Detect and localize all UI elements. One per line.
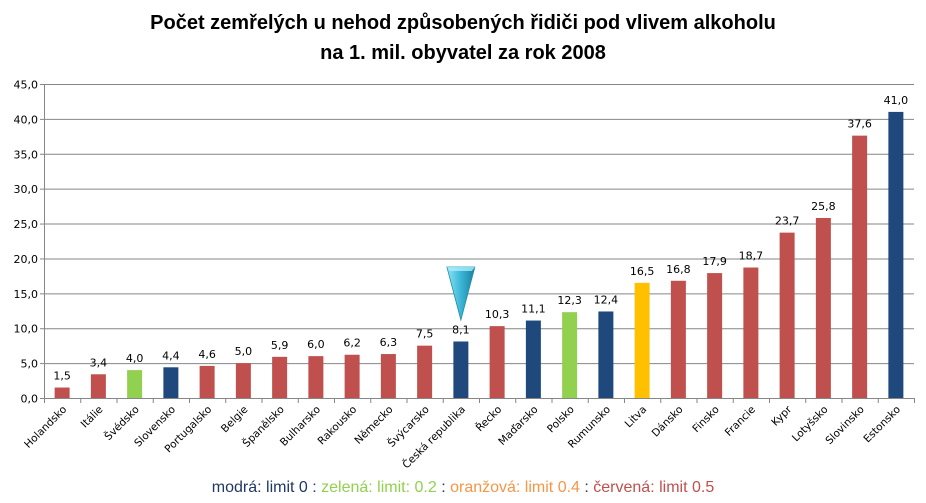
data-label: 1,5 — [53, 370, 71, 383]
y-tick-label: 25,0 — [14, 218, 39, 231]
y-tick-label: 35,0 — [14, 148, 39, 161]
bar-lotyšsko — [815, 217, 831, 398]
data-label: 7,5 — [416, 328, 434, 341]
legend-item: modrá: limit 0 — [211, 479, 308, 496]
x-tick-label: Estonsko — [861, 404, 903, 446]
data-label: 16,8 — [666, 263, 691, 276]
data-label: 4,0 — [126, 352, 144, 365]
bar-kypr — [779, 232, 795, 398]
x-tick-labels: Holandsko ItálieŠvédskoSlovenskoPortugals… — [22, 403, 903, 471]
x-tick-label: Kypr — [769, 403, 794, 428]
highlight-marker-icon — [446, 266, 476, 322]
bar-rakousko — [344, 354, 360, 398]
data-label: 10,3 — [485, 308, 510, 321]
x-tick-label: Řecko — [473, 403, 504, 434]
legend-separator: : — [579, 479, 594, 496]
legend-separator: : — [436, 479, 451, 496]
legend-item: oranžová: limit 0.4 — [450, 479, 580, 496]
bar-slovinsko — [852, 135, 868, 398]
bar-portugalsko — [199, 365, 215, 398]
bar-česká-republika — [453, 341, 469, 398]
bar-bulharsko — [308, 356, 324, 398]
data-label: 12,3 — [557, 294, 582, 307]
bar-řecko — [489, 326, 505, 398]
x-tick-label: Rakousko — [315, 404, 359, 448]
y-tick-label: 15,0 — [14, 288, 39, 301]
y-tick-label: 30,0 — [14, 183, 39, 196]
x-tick-label: Česká republika — [400, 403, 468, 471]
bar-maďarsko — [525, 320, 541, 398]
bar-španělsko — [272, 356, 288, 398]
bar-švýcarsko — [417, 345, 433, 398]
chart-title-line-2: na 1. mil. obyvatel za rok 2008 — [320, 42, 606, 64]
data-labels: 1,5 3,4 4,0 4,4 4,6 5,0 5,9 6,0 6,2 6,3 7,5 8,1 10,3… — [53, 94, 908, 383]
bar-chart: 1,5 3,4 4,0 4,4 4,6 5,0 5,9 6,0 6,2 6,3 7,5 8,1 10,3… — [14, 79, 915, 471]
gridlines — [44, 84, 914, 365]
data-label: 3,4 — [90, 356, 108, 369]
legend-item: zelená: limit: 0.2 — [321, 479, 437, 496]
bar-litva — [634, 282, 650, 398]
axes — [40, 84, 915, 403]
x-tick-label: Itálie — [79, 404, 106, 431]
bars — [54, 111, 904, 399]
x-tick-label: Finsko — [690, 404, 721, 435]
data-label: 37,6 — [847, 118, 872, 131]
data-label: 6,2 — [343, 337, 361, 350]
y-tick-label: 10,0 — [14, 323, 39, 336]
x-tick-label: Litva — [623, 404, 650, 431]
chart-title: Počet zemřelých u nehod způsobených řidi… — [0, 8, 926, 68]
bar-švédsko — [127, 370, 143, 398]
data-label: 12,4 — [594, 293, 619, 306]
data-label: 8,1 — [452, 323, 470, 336]
x-tick-label: Polsko — [545, 404, 577, 436]
chart-title-line-1: Počet zemřelých u nehod způsobených řidi… — [150, 12, 776, 34]
data-label: 11,1 — [521, 303, 546, 316]
bar-německo — [380, 354, 396, 398]
data-label: 4,6 — [198, 348, 216, 361]
x-tick-label: Maďarsko — [496, 404, 540, 448]
data-label: 16,5 — [630, 265, 655, 278]
bar-finsko — [707, 273, 723, 398]
y-tick-label: 45,0 — [14, 79, 39, 92]
x-tick-label: Francie — [723, 404, 758, 439]
data-label: 18,7 — [739, 250, 764, 263]
data-label: 23,7 — [775, 215, 800, 228]
y-tick-label: 0,0 — [21, 393, 39, 406]
data-label: 5,0 — [235, 345, 253, 358]
bar-slovensko — [163, 367, 179, 398]
data-label: 5,9 — [271, 339, 289, 352]
x-tick-label: Slovinsko — [823, 404, 866, 447]
bar-francie — [743, 267, 759, 398]
x-tick-label: Belgie — [219, 404, 251, 436]
bar-itálie — [90, 374, 106, 398]
y-tick-label: 20,0 — [14, 253, 39, 266]
data-label: 6,3 — [380, 336, 398, 349]
bar-belgie — [235, 363, 251, 398]
y-tick-labels: 0,0 5,0 10,0 15,0 20,0 25,0 30,0 35,0 40,0 45,0 — [14, 79, 39, 406]
x-tick-label: Dánsko — [650, 404, 686, 440]
bar-rumunsko — [598, 311, 614, 398]
data-label: 17,9 — [702, 255, 727, 268]
x-tick-label: Holandsko — [22, 404, 69, 451]
data-label: 25,8 — [811, 200, 836, 213]
bar-holandsko — [54, 387, 70, 398]
bar-polsko — [562, 312, 578, 398]
legend-item: červená: limit 0.5 — [593, 479, 715, 496]
legend-separator: : — [307, 479, 322, 496]
bar-dánsko — [670, 280, 686, 398]
data-label: 41,0 — [884, 94, 909, 107]
color-limit-legend: modrá: limit 0 : zelená: limit: 0.2 : or… — [0, 478, 926, 498]
data-label: 6,0 — [307, 338, 325, 351]
data-label: 4,4 — [162, 349, 180, 362]
y-tick-label: 40,0 — [14, 113, 39, 126]
highlight-marker — [446, 266, 476, 322]
y-tick-label: 5,0 — [21, 358, 39, 371]
bar-estonsko — [888, 111, 904, 399]
